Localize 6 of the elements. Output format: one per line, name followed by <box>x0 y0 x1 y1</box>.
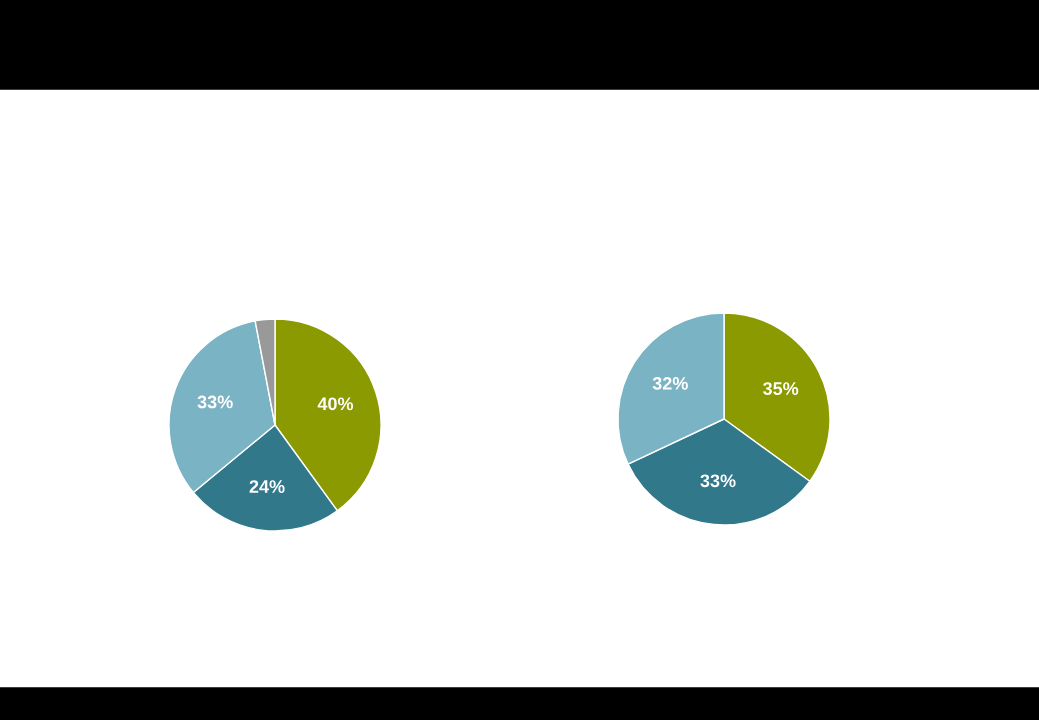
data-label: 33% <box>700 474 736 488</box>
data-label: 35% <box>763 382 799 395</box>
data-label: 40% <box>317 397 354 411</box>
data-label: 24% <box>249 480 285 493</box>
data-label: 33% <box>197 395 233 409</box>
data-label: 32% <box>652 376 688 390</box>
